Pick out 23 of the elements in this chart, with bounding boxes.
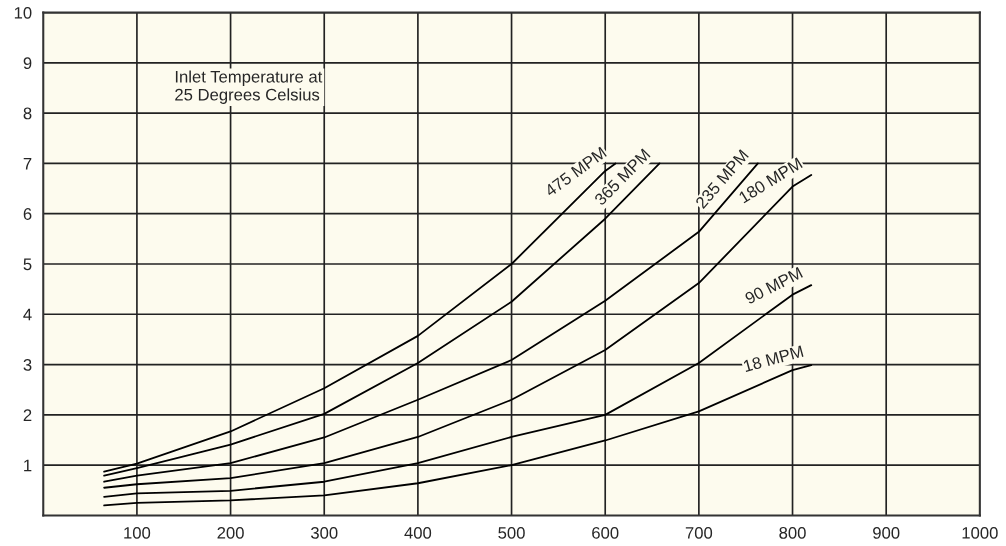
x-tick-label: 600 (592, 526, 619, 539)
y-tick-label: 3 (23, 358, 32, 371)
text: 18 MPM (743, 345, 804, 373)
y-tick-label: 4 (23, 308, 32, 321)
y-tick-label: 7 (23, 157, 32, 170)
y-tick-label: 1 (24, 459, 32, 472)
x-tick-label: 500 (498, 526, 525, 539)
y-tick-label: 9 (23, 57, 32, 70)
annotation: Inlet Temperature at 25 Degrees Celsius (175, 70, 323, 104)
x-tick-label: 700 (685, 526, 713, 539)
x-tick-label: 400 (404, 526, 432, 539)
x-tick-label: 800 (779, 526, 806, 539)
x-tick-label: 300 (310, 526, 338, 539)
x-tick-label: 200 (217, 526, 244, 539)
text: 90 MPM (744, 266, 803, 305)
y-tick-label: 2 (23, 409, 32, 421)
y-tick-label: 8 (23, 107, 32, 120)
y-tick-label: 6 (23, 208, 32, 220)
y-tick-label: 10 (14, 6, 32, 19)
x-tick-label: 1000 (962, 526, 998, 539)
y-tick-label: 5 (23, 258, 32, 271)
x-tick-label: 100 (124, 526, 151, 539)
x-tick-label: 900 (873, 526, 900, 539)
